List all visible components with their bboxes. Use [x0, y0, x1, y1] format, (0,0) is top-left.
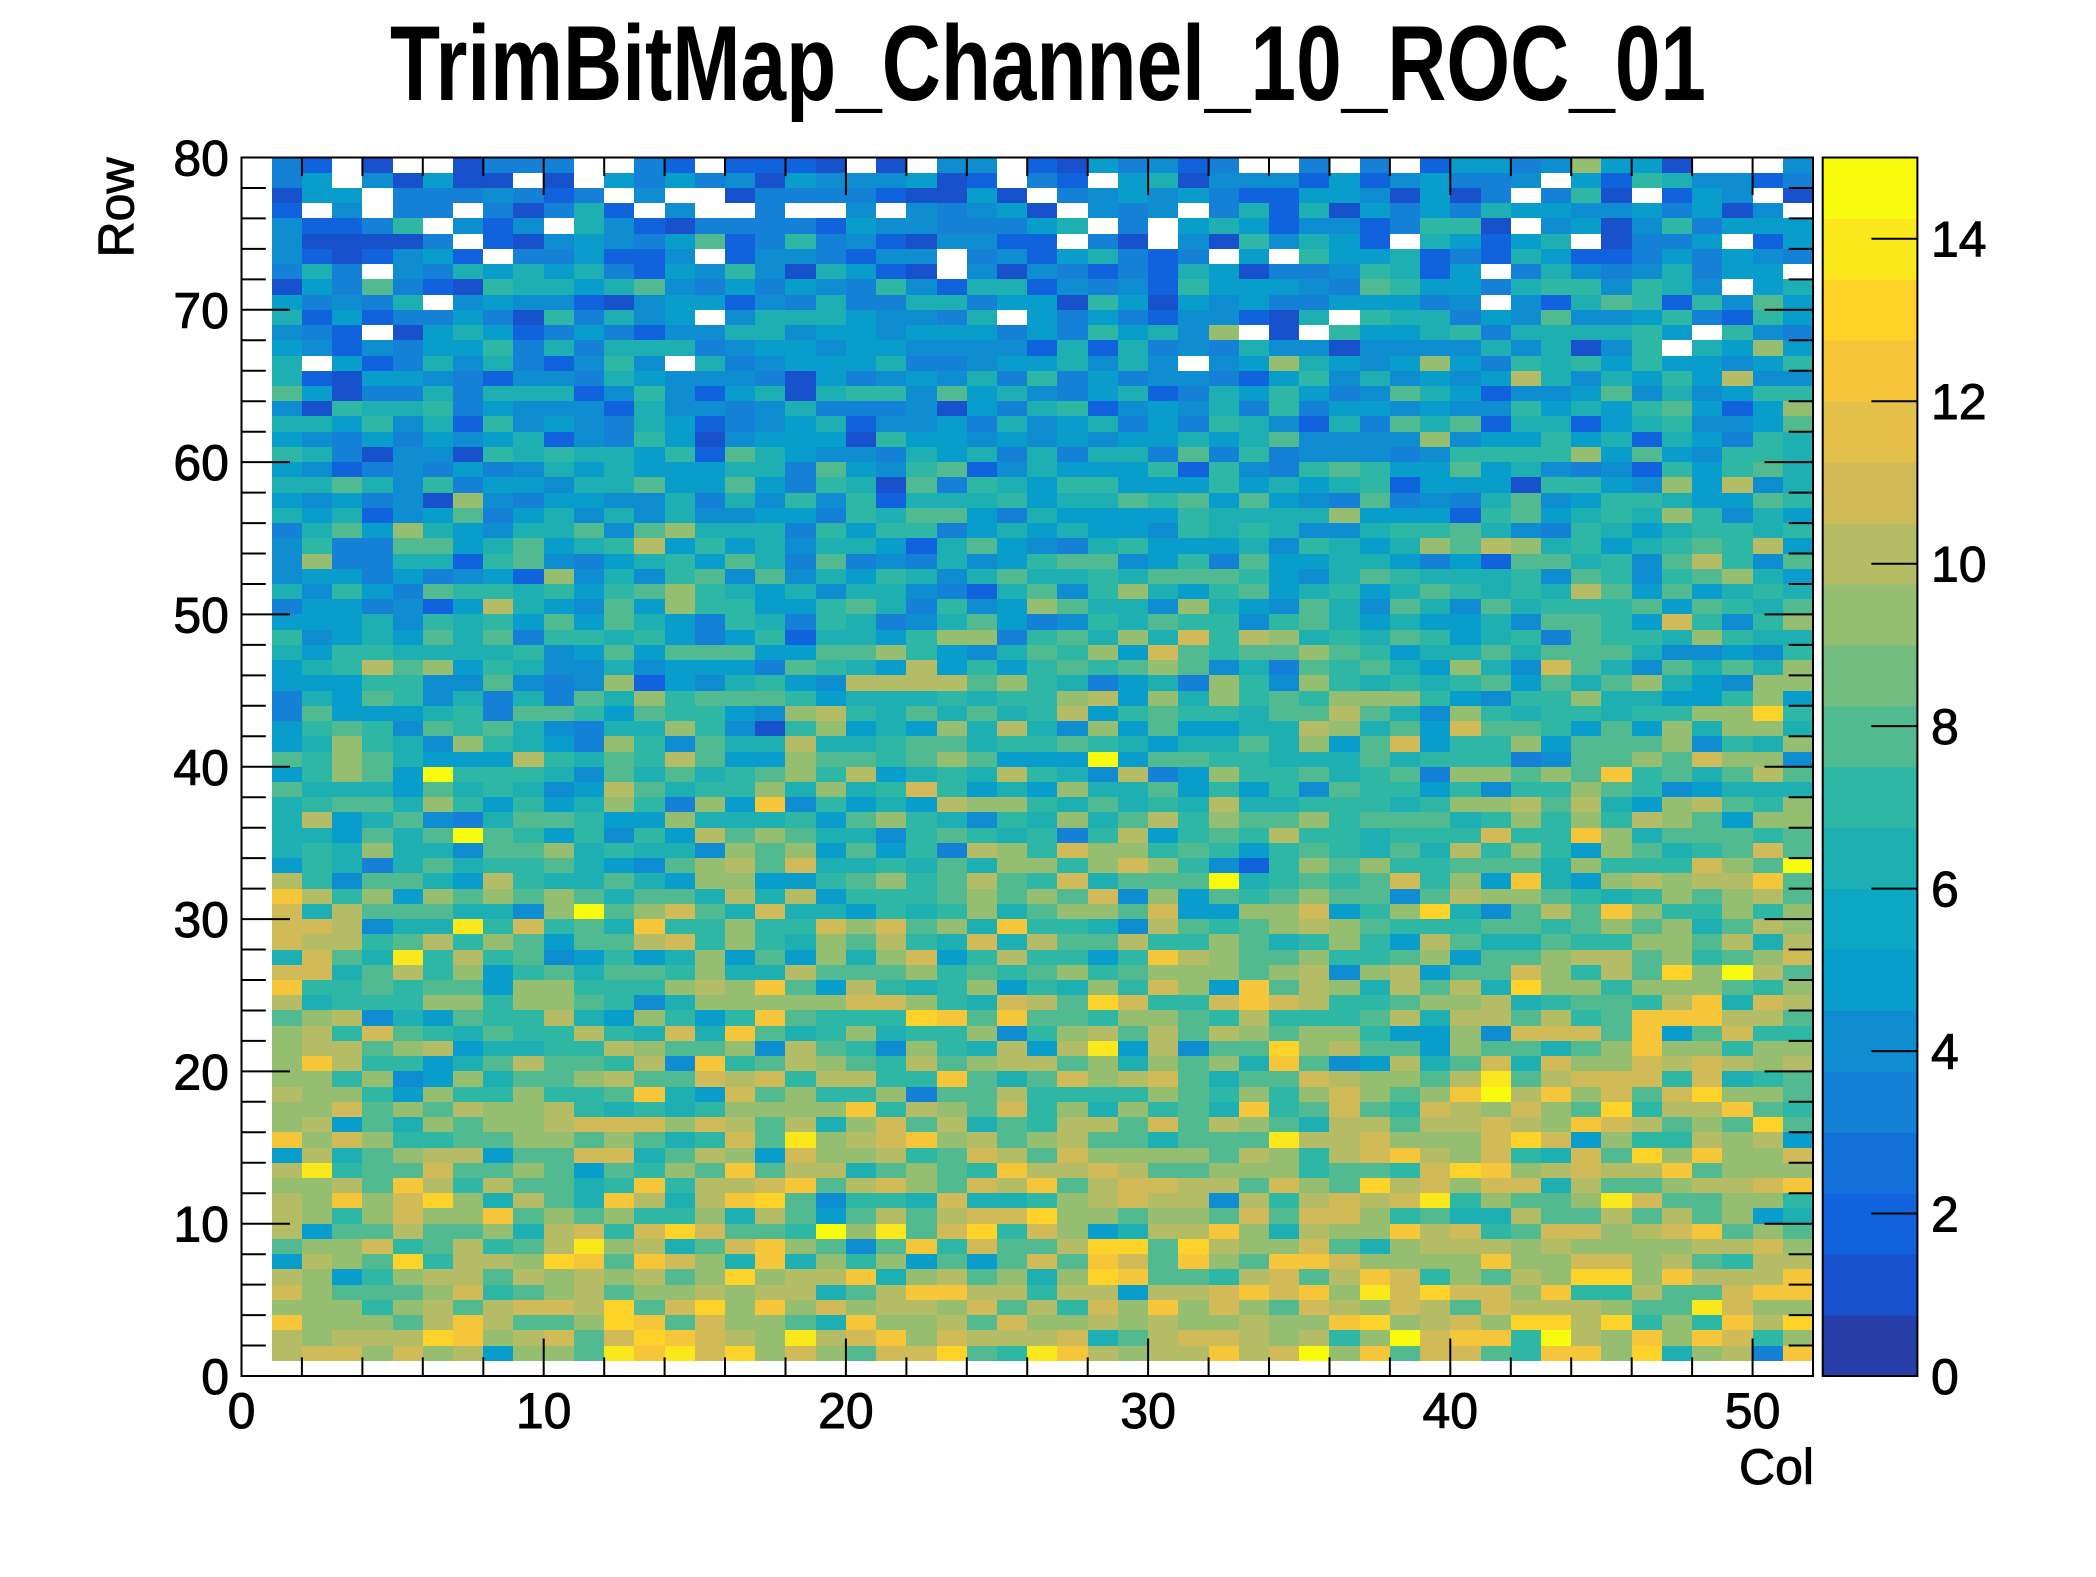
svg-text:14: 14: [1931, 212, 1987, 268]
svg-text:70: 70: [173, 283, 229, 339]
svg-text:30: 30: [1120, 1383, 1176, 1439]
svg-text:8: 8: [1931, 699, 1959, 755]
svg-text:10: 10: [516, 1383, 572, 1439]
svg-text:4: 4: [1931, 1024, 1959, 1080]
svg-text:50: 50: [1725, 1383, 1781, 1439]
svg-text:30: 30: [173, 892, 229, 948]
svg-text:40: 40: [173, 740, 229, 796]
svg-text:6: 6: [1931, 862, 1959, 918]
svg-text:0: 0: [1931, 1349, 1959, 1405]
svg-text:10: 10: [173, 1197, 229, 1253]
svg-text:0: 0: [201, 1349, 229, 1405]
svg-text:20: 20: [173, 1044, 229, 1100]
svg-text:12: 12: [1931, 374, 1987, 430]
svg-text:Col: Col: [1739, 1439, 1814, 1495]
svg-text:2: 2: [1931, 1187, 1959, 1243]
svg-text:TrimBitMap_Channel_10_ROC_01: TrimBitMap_Channel_10_ROC_01: [390, 3, 1706, 123]
svg-text:0: 0: [228, 1383, 256, 1439]
svg-text:20: 20: [818, 1383, 874, 1439]
svg-text:80: 80: [173, 131, 229, 187]
svg-text:10: 10: [1931, 537, 1987, 593]
svg-text:Row: Row: [89, 157, 145, 258]
svg-text:40: 40: [1422, 1383, 1478, 1439]
svg-text:50: 50: [173, 587, 229, 643]
svg-text:60: 60: [173, 435, 229, 491]
